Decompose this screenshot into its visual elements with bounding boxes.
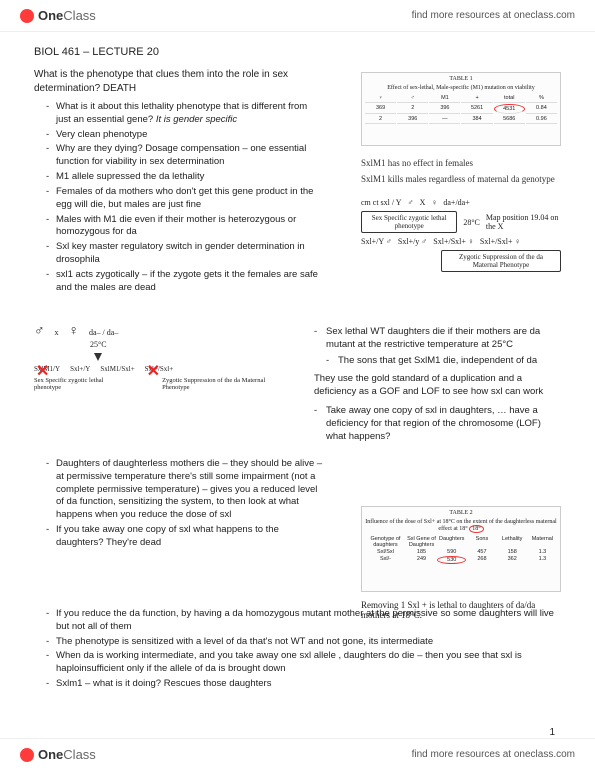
red-x-icon: ✕ xyxy=(36,361,49,381)
bullet-item: When da is working intermediate, and you… xyxy=(46,650,561,676)
logo-icon xyxy=(20,9,34,23)
arrow-down-icon xyxy=(94,353,102,361)
mid-para: They use the gold standard of a duplicat… xyxy=(314,373,546,399)
table-2-title: TABLE 2 xyxy=(365,510,557,516)
bullet-item: Sxl key master regulatory switch in gend… xyxy=(46,241,324,267)
male-symbol-icon: ♂ xyxy=(408,198,414,207)
logo-icon xyxy=(20,748,34,762)
brand-text: OneClass xyxy=(38,747,96,762)
bullet-item: Males with M1 die even if their mother i… xyxy=(46,214,324,240)
top-bullet-list: What is it about this lethality phenotyp… xyxy=(34,101,324,294)
bullet-item: sxl1 acts zygotically – if the zygote ge… xyxy=(46,269,324,295)
bullet-item: The sons that get SxlM1 die, independent… xyxy=(314,355,546,368)
bullet-item: What is it about this lethality phenotyp… xyxy=(46,101,324,127)
temp-label: 28°C xyxy=(463,218,480,227)
footer-link[interactable]: find more resources at oneclass.com xyxy=(412,749,575,760)
bullet-item: Very clean phenotype xyxy=(46,129,324,142)
label-zygotic-suppression: Zygotic Suppression of the da Maternal P… xyxy=(162,377,294,391)
cross-diagram-right: cm ct sxl / Y ♂ X ♀ da+/da+ Sex Specific… xyxy=(361,198,561,318)
map-position: Map position 19.04 on the X xyxy=(486,213,561,231)
bullet-item: The phenotype is sensitized with a level… xyxy=(46,636,561,649)
intro-question: What is the phenotype that clues them in… xyxy=(34,68,314,95)
circled-value: 530 xyxy=(437,556,466,564)
table-1-title: TABLE 1 xyxy=(365,76,557,82)
table-1-grid: ♀♂M1+total% 3692396526145310.84 2396—384… xyxy=(365,94,557,124)
male-symbol-icon: ♂ xyxy=(34,324,45,340)
page-number: 1 xyxy=(549,727,555,738)
full-width-bullets: If you reduce the da function, by having… xyxy=(34,608,561,693)
bullet-item: Why are they dying? Dosage compensation … xyxy=(46,143,324,169)
bullet-item: Take away one copy of sxl in daughters, … xyxy=(314,405,546,443)
circled-value: 4531 xyxy=(494,104,525,114)
table-2-figure: TABLE 2 Influence of the dose of Sxl+ at… xyxy=(361,506,561,592)
temp-label: 25°C xyxy=(90,340,294,349)
header-link[interactable]: find more resources at oneclass.com xyxy=(412,10,575,21)
mid-bullet-block: Sex lethal WT daughters die if their mot… xyxy=(314,326,546,447)
annotation-sxl-males: SxlM1 kills males regardless of maternal… xyxy=(361,174,561,184)
female-symbol-icon: ♀ xyxy=(431,198,437,207)
annotation-sxl-females: SxlM1 has no effect in females xyxy=(361,158,561,168)
bullet-item: If you reduce the da function, by having… xyxy=(46,608,561,634)
female-symbol-icon: ♀ xyxy=(69,324,80,340)
red-x-icon: ✕ xyxy=(147,361,160,381)
bullet-item: M1 allele supressed the da lethality xyxy=(46,171,324,184)
box-sex-specific: Sex Specific zygotic lethal phenotype xyxy=(361,211,457,233)
page-header: OneClass find more resources at oneclass… xyxy=(0,0,595,32)
bullet-item: If you take away one copy of sxl what ha… xyxy=(46,524,324,550)
page-footer: OneClass find more resources at oneclass… xyxy=(0,738,595,770)
bullet-item: Daughters of daughterless mothers die – … xyxy=(46,458,324,522)
brand-logo: OneClass xyxy=(20,747,96,762)
brand-logo: OneClass xyxy=(20,8,96,23)
female-genotype: da– / da– xyxy=(89,328,118,337)
cross-diagram-left: ♂ x ♀ da– / da– 25°C ✕ SxlM1/Y Sxl+/Y Sx… xyxy=(34,324,294,414)
table-1-figure: TABLE 1 Effect of sex-lethal, Male-speci… xyxy=(361,72,561,146)
page-content: BIOL 461 – LECTURE 20 What is the phenot… xyxy=(0,32,595,294)
bullet-item: Females of da mothers who don't get this… xyxy=(46,186,324,212)
table-1-subtitle: Effect of sex-lethal, Male-specific (M1)… xyxy=(365,85,557,91)
diagram-female-geno: da+/da+ xyxy=(443,198,469,207)
bullet-item: Sxlm1 – what is it doing? Rescues those … xyxy=(46,678,561,691)
diagram-cross-geno: cm ct sxl / Y xyxy=(361,198,402,207)
bullet-item: Sex lethal WT daughters die if their mot… xyxy=(314,326,546,352)
box-zygotic-suppression: Zygotic Suppression of the da Maternal P… xyxy=(441,250,561,272)
lecture-title: BIOL 461 – LECTURE 20 xyxy=(34,46,561,58)
table-2-subtitle: Influence of the dose of Sxl+ at 18°C on… xyxy=(365,519,557,533)
brand-text: OneClass xyxy=(38,8,96,23)
